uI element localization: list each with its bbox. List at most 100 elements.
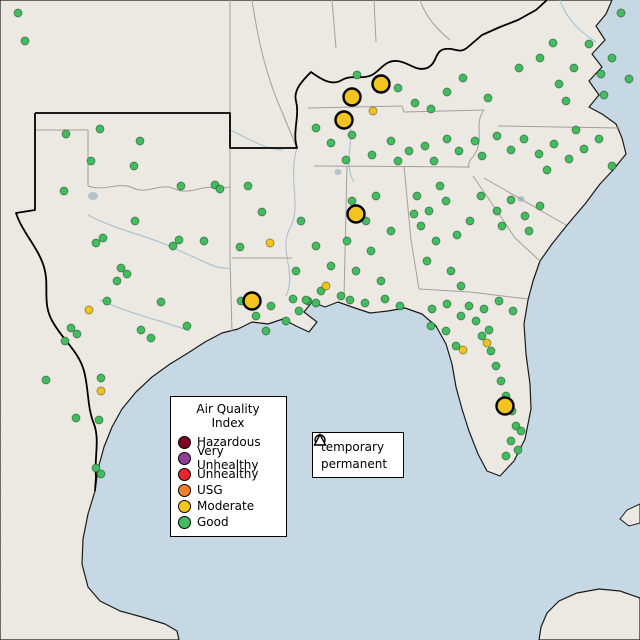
station-marker: [122, 269, 132, 279]
station-marker: [60, 336, 70, 346]
station-marker: [251, 311, 261, 321]
station-marker: [404, 146, 414, 156]
station-marker: [483, 93, 493, 103]
station-marker: [465, 216, 475, 226]
aqi-legend-label: Hazardous: [197, 435, 261, 449]
station-marker: [326, 138, 336, 148]
station-marker: [596, 69, 606, 79]
station-marker: [534, 149, 544, 159]
station-marker: [261, 326, 271, 336]
aqi-legend-title: Air Quality Index: [196, 402, 260, 430]
station-marker: [431, 236, 441, 246]
station-marker: [288, 294, 298, 304]
yucatan-landmass: [538, 588, 640, 640]
moderate-swatch-icon: [178, 499, 191, 513]
usg-swatch-icon: [178, 483, 191, 497]
station-marker: [412, 191, 422, 201]
station-marker: [571, 125, 581, 135]
station-marker: [441, 326, 451, 336]
station-temporary-marker: [242, 291, 262, 311]
station-marker: [458, 73, 468, 83]
station-temporary-marker: [334, 110, 354, 130]
station-marker: [479, 304, 489, 314]
station-marker: [174, 235, 184, 245]
rivers: [87, 0, 597, 332]
station-marker: [416, 221, 426, 231]
station-marker: [130, 216, 140, 226]
station-marker: [542, 165, 552, 175]
station-marker: [66, 323, 76, 333]
station-marker: [71, 413, 81, 423]
station-marker: [86, 156, 96, 166]
station-marker: [84, 305, 94, 315]
station-marker: [20, 36, 30, 46]
station-temporary-marker: [346, 204, 366, 224]
aqi-legend-item-good: Good: [178, 514, 278, 530]
station-marker: [607, 53, 617, 63]
station-marker: [215, 184, 225, 194]
station-marker: [524, 226, 534, 236]
aqi-legend-item-unhealthy: Unhealthy: [178, 466, 278, 482]
station-marker: [422, 256, 432, 266]
station-marker: [477, 331, 487, 341]
station-marker: [96, 373, 106, 383]
station-marker: [491, 361, 501, 371]
station-marker: [554, 79, 564, 89]
aqi-legend-label: Unhealthy: [197, 467, 259, 481]
station-marker: [342, 236, 352, 246]
aqi-legend-label: USG: [197, 483, 223, 497]
stations-layer: [13, 8, 634, 479]
station-marker: [386, 226, 396, 236]
station-marker: [561, 96, 571, 106]
station-marker: [471, 316, 481, 326]
station-marker: [535, 53, 545, 63]
station-marker: [599, 90, 609, 100]
unhealthy-swatch-icon: [178, 467, 191, 481]
station-marker: [326, 261, 336, 271]
station-marker: [129, 161, 139, 171]
station-marker: [61, 129, 71, 139]
station-marker: [368, 106, 378, 116]
station-marker: [535, 201, 545, 211]
station-marker: [291, 266, 301, 276]
aqi-legend-label: Very Unhealthy: [197, 444, 259, 472]
type-legend-label: permanent: [321, 456, 388, 471]
station-marker: [477, 151, 487, 161]
station-marker: [135, 136, 145, 146]
station-marker: [136, 325, 146, 335]
station-marker: [506, 145, 516, 155]
station-marker: [452, 230, 462, 240]
station-marker: [311, 298, 321, 308]
station-marker: [311, 241, 321, 251]
station-marker: [116, 263, 126, 273]
station-marker: [441, 196, 451, 206]
station-marker: [442, 87, 452, 97]
station-marker: [393, 83, 403, 93]
station-marker: [616, 8, 626, 18]
station-marker: [458, 345, 468, 355]
station-marker: [95, 124, 105, 134]
station-marker: [594, 134, 604, 144]
station-marker: [257, 207, 267, 217]
station-marker: [442, 299, 452, 309]
station-marker: [426, 321, 436, 331]
station-marker: [59, 186, 69, 196]
station-marker: [492, 206, 502, 216]
station-marker: [235, 242, 245, 252]
station-marker: [564, 154, 574, 164]
station-marker: [168, 241, 178, 251]
station-marker: [376, 276, 386, 286]
station-marker: [420, 141, 430, 151]
cuba-landmass: [619, 503, 640, 527]
station-marker: [112, 276, 122, 286]
station-marker: [72, 329, 82, 339]
station-marker: [311, 123, 321, 133]
station-marker: [508, 306, 518, 316]
station-marker: [484, 325, 494, 335]
station-marker: [607, 161, 617, 171]
hazardous-swatch-icon: [178, 435, 191, 449]
station-marker: [494, 296, 504, 306]
station-temporary-marker: [371, 74, 391, 94]
very-unhealthy-swatch-icon: [178, 451, 191, 465]
station-marker: [301, 295, 311, 305]
